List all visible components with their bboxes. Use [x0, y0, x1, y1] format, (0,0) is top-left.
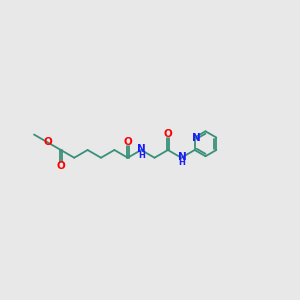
- Text: N: N: [178, 152, 186, 162]
- Text: O: O: [123, 137, 132, 147]
- Text: N: N: [192, 133, 201, 143]
- Text: O: O: [164, 129, 172, 139]
- Text: H: H: [178, 158, 185, 167]
- Text: O: O: [56, 161, 65, 171]
- Text: N: N: [137, 144, 146, 154]
- Text: O: O: [43, 137, 52, 147]
- Text: H: H: [138, 151, 145, 160]
